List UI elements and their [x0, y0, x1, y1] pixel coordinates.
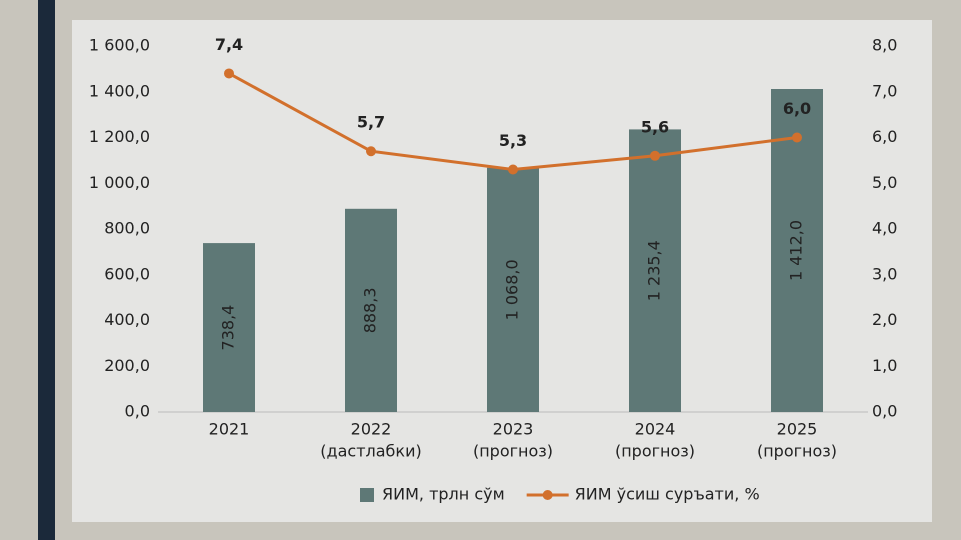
- line-point: [650, 150, 660, 161]
- legend-swatch: [542, 490, 553, 500]
- bar-value-label: 888,3: [361, 287, 380, 333]
- side-stripe: [38, 0, 55, 540]
- y2-tick-label: 1,0: [872, 356, 897, 375]
- line-point: [792, 132, 802, 143]
- line-point: [224, 68, 234, 79]
- legend-swatch: [360, 488, 374, 502]
- legend-label: ЯИМ ўсиш суръати, %: [575, 485, 760, 504]
- x-tick-label: 2022: [351, 420, 392, 439]
- y2-tick-label: 5,0: [872, 173, 897, 192]
- bar: [345, 208, 397, 412]
- x-tick-label: 2025: [777, 420, 818, 439]
- bar: [629, 129, 681, 412]
- line-value-label: 5,7: [357, 113, 385, 132]
- y2-tick-label: 6,0: [872, 127, 897, 146]
- bar-value-label: 738,4: [219, 305, 238, 351]
- y2-tick-label: 7,0: [872, 81, 897, 100]
- y2-tick-label: 8,0: [872, 36, 897, 55]
- y2-tick-label: 0,0: [872, 402, 897, 421]
- x-tick-label: 2024: [635, 420, 676, 439]
- bar-value-label: 1 412,0: [787, 220, 806, 281]
- y-tick-label: 1 000,0: [89, 173, 150, 192]
- x-tick-label: (прогноз): [615, 442, 695, 461]
- bar: [487, 167, 539, 412]
- line-value-label: 6,0: [783, 99, 811, 118]
- x-tick-label: (дастлабки): [320, 442, 421, 461]
- y2-tick-label: 3,0: [872, 264, 897, 283]
- x-tick-label: 2021: [209, 420, 250, 439]
- y-tick-label: 200,0: [104, 356, 150, 375]
- bar: [203, 243, 255, 412]
- y-tick-label: 1 400,0: [89, 81, 150, 100]
- y2-tick-label: 4,0: [872, 219, 897, 238]
- legend-label: ЯИМ, трлн сўм: [382, 485, 505, 504]
- line-point: [508, 164, 518, 175]
- line-value-label: 7,4: [215, 35, 243, 54]
- line-point: [366, 146, 376, 157]
- bar-value-label: 1 068,0: [503, 259, 522, 320]
- x-tick-label: 2023: [493, 420, 534, 439]
- y-tick-label: 600,0: [104, 264, 150, 283]
- bar-value-label: 1 235,4: [645, 240, 664, 301]
- y-tick-label: 1 200,0: [89, 127, 150, 146]
- line-value-label: 5,6: [641, 117, 669, 136]
- y-tick-label: 0,0: [125, 402, 150, 421]
- x-tick-label: (прогноз): [473, 442, 553, 461]
- line-value-label: 5,3: [499, 131, 527, 150]
- y2-tick-label: 2,0: [872, 310, 897, 329]
- x-tick-label: (прогноз): [757, 442, 837, 461]
- y-tick-label: 1 600,0: [89, 36, 150, 55]
- bar: [771, 89, 823, 412]
- y-tick-label: 400,0: [104, 310, 150, 329]
- y-tick-label: 800,0: [104, 219, 150, 238]
